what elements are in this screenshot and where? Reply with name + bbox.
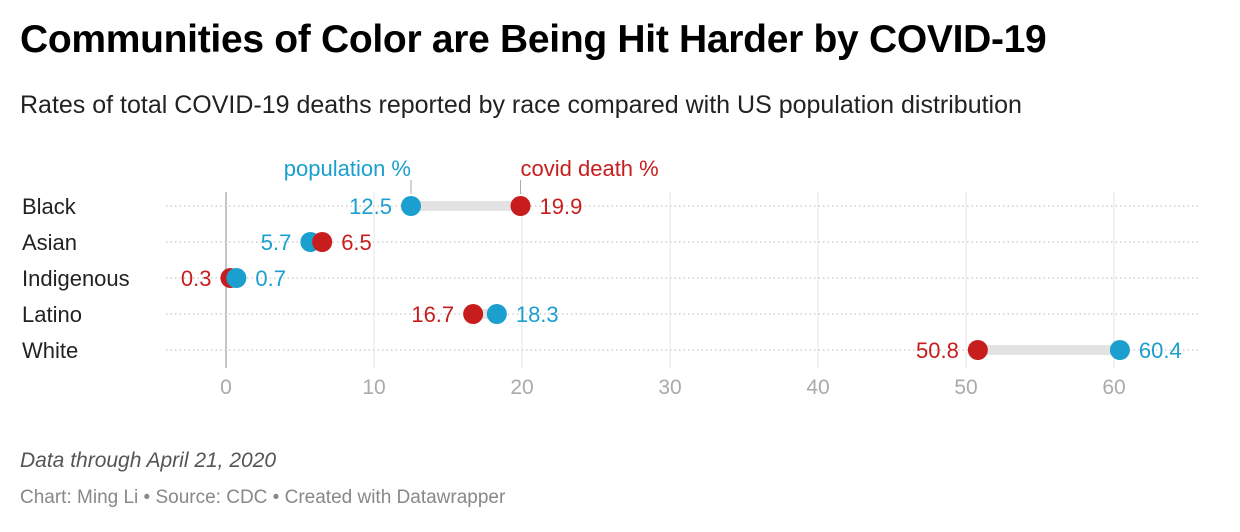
death-value-label: 0.3 bbox=[181, 266, 212, 291]
death-dot bbox=[312, 232, 333, 252]
population-dot bbox=[401, 196, 421, 216]
category-label: Latino bbox=[22, 302, 82, 327]
population-value-label: 5.7 bbox=[261, 230, 292, 255]
population-value-label: 12.5 bbox=[349, 194, 392, 219]
category-label: Asian bbox=[22, 230, 77, 255]
x-tick-label: 50 bbox=[954, 376, 977, 399]
legend-label-deaths: covid death % bbox=[521, 156, 659, 181]
population-dot bbox=[226, 268, 247, 288]
death-value-label: 50.8 bbox=[916, 338, 959, 363]
population-dot bbox=[1109, 340, 1130, 360]
data-date-note: Data through April 21, 2020 bbox=[20, 449, 277, 472]
death-dot bbox=[967, 340, 988, 360]
x-tick-label: 20 bbox=[510, 376, 533, 399]
death-dot bbox=[463, 304, 484, 324]
population-dot bbox=[486, 304, 507, 324]
death-dot bbox=[510, 196, 531, 216]
legend-label-population: population % bbox=[284, 156, 411, 181]
chart-subtitle: Rates of total COVID-19 deaths reported … bbox=[20, 91, 1022, 119]
category-label: Indigenous bbox=[22, 266, 130, 291]
population-value-label: 60.4 bbox=[1139, 338, 1182, 363]
x-tick-label: 30 bbox=[658, 376, 681, 399]
x-tick-label: 60 bbox=[1102, 376, 1125, 399]
dot-range-chart: 0 10 20 30 40 50 60 Black 12.5 19.9 Asian 5.7 6.5 Ind… bbox=[22, 156, 1198, 399]
death-value-label: 19.9 bbox=[540, 194, 583, 219]
population-value-label: 0.7 bbox=[255, 266, 286, 291]
chart-footer: Chart: Ming Li • Source: CDC • Created w… bbox=[20, 487, 506, 508]
x-tick-label: 10 bbox=[362, 376, 385, 399]
death-value-label: 6.5 bbox=[341, 230, 372, 255]
death-value-label: 16.7 bbox=[411, 302, 454, 327]
x-tick-label: 0 bbox=[220, 376, 232, 399]
x-tick-label: 40 bbox=[806, 376, 829, 399]
category-label: Black bbox=[22, 194, 77, 219]
population-value-label: 18.3 bbox=[516, 302, 559, 327]
category-label: White bbox=[22, 338, 78, 363]
chart-title: Communities of Color are Being Hit Harde… bbox=[20, 18, 1047, 61]
